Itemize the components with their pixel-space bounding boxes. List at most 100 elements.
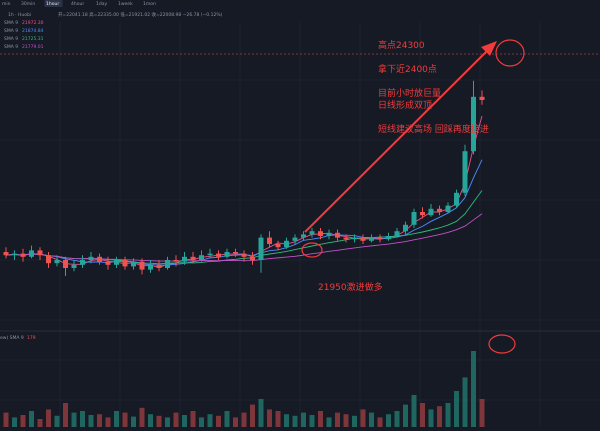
annotation-line3: 目前小时放巨量: [378, 87, 441, 99]
volume-bar: [233, 417, 238, 427]
volume-bar: [88, 415, 94, 427]
legend-label: SMA 9: [4, 20, 18, 26]
candle-body: [352, 237, 357, 240]
volume-bar: [394, 411, 400, 427]
candle-body: [360, 237, 366, 241]
candle-body: [437, 208, 442, 212]
candle-body: [411, 212, 417, 225]
volume-bar: [224, 411, 230, 427]
legend-value: 21725.31: [22, 36, 44, 42]
legend-label: SMA 9: [4, 44, 18, 50]
timeframe-1day[interactable]: 1day: [96, 1, 107, 7]
annotation-entry: 21950激进做多: [318, 281, 383, 293]
timeframe-30min[interactable]: 30min: [21, 1, 35, 7]
legend-value: 21874.84: [22, 28, 44, 34]
candle-body: [250, 256, 255, 260]
indicator-legend: SMA 9 21972.30 SMA 9 21874.84 SMA 9 21725.31 S…: [4, 20, 44, 50]
candle-body: [318, 231, 323, 236]
candle-body: [80, 260, 85, 265]
volume-bar: [275, 411, 281, 427]
candle-body: [428, 208, 434, 216]
volume-bar: [369, 412, 374, 427]
volume-bar: [12, 417, 17, 427]
trend-arrow-line: [304, 47, 491, 233]
candle-body: [3, 252, 9, 256]
trend-arrow-head: [481, 41, 497, 56]
volume-bar: [80, 411, 85, 427]
volume-bars: [3, 351, 485, 427]
volume-bar: [148, 414, 153, 427]
timeframe-1mon[interactable]: 1mon: [143, 1, 156, 7]
candle-body: [275, 244, 281, 248]
candle-body: [326, 232, 332, 236]
candle-body: [190, 256, 196, 260]
volume-bar: [479, 399, 485, 427]
candles: [3, 80, 485, 276]
volume-bar: [29, 411, 34, 427]
volume-bar: [3, 412, 9, 427]
candle-body: [335, 232, 340, 238]
candle-body: [445, 205, 451, 212]
volume-bar: [326, 417, 332, 427]
timeframe-min[interactable]: min: [2, 1, 11, 7]
volume-bar: [97, 414, 102, 427]
candle-body: [148, 264, 153, 270]
timeframe-1hour[interactable]: 1hour: [46, 1, 59, 7]
candle-body: [233, 252, 238, 254]
volume-bar: [335, 412, 340, 427]
candle-body: [173, 260, 179, 262]
candle-body: [267, 237, 272, 244]
timeframe-1week[interactable]: 1week: [118, 1, 133, 7]
ohlc-readout: 开=22041.18 高=22335.00 低=21921.02 收=22008…: [58, 11, 223, 18]
candle-body: [182, 256, 187, 262]
volume-bar: [156, 415, 162, 427]
candle-body: [199, 255, 204, 260]
candle-body: [479, 96, 485, 100]
annotation-high: 高点24300: [378, 39, 425, 51]
candle-body: [37, 250, 43, 256]
candle-body: [258, 237, 264, 260]
volume-bar: [105, 417, 111, 427]
candle-body: [224, 252, 230, 257]
volume-bar: [63, 403, 68, 427]
volume-bar: [241, 412, 247, 427]
high-circle: [495, 39, 525, 67]
volume-bar: [139, 407, 145, 427]
volume-bar: [462, 377, 468, 427]
volume-bar: [343, 414, 349, 427]
volume-bar: [199, 417, 204, 427]
candle-body: [284, 240, 289, 248]
candle-body: [46, 255, 51, 264]
volume-bar: [284, 414, 289, 427]
volume-bar: [445, 403, 451, 427]
candle-body: [165, 260, 170, 268]
candle-body: [462, 151, 468, 193]
candle-body: [131, 261, 136, 267]
volume-circle: [488, 334, 516, 354]
symbol-text: 1h · Huobi: [8, 12, 31, 18]
candle-body: [97, 256, 102, 262]
candle-body: [241, 253, 247, 257]
volume-bar: [360, 409, 366, 427]
volume-bar: [54, 415, 60, 427]
candle-body: [301, 234, 306, 238]
volume-bar: [309, 415, 315, 427]
candle-body: [114, 260, 119, 265]
candle-body: [12, 253, 17, 256]
volume-bar: [428, 409, 434, 427]
candle-body: [122, 260, 128, 267]
candle-body: [20, 253, 26, 257]
volume-bar: [267, 409, 272, 427]
timeframe-4hour[interactable]: 4hour: [71, 1, 84, 7]
volume-bar: [20, 415, 26, 427]
candle-body: [54, 260, 60, 264]
candle-body: [105, 261, 111, 265]
volume-bar: [37, 419, 43, 427]
volume-bar: [131, 416, 136, 427]
volume-legend-value: 179: [27, 335, 36, 341]
candle-body: [309, 231, 315, 235]
candle-body: [343, 237, 349, 240]
volume-bar: [216, 415, 221, 427]
volume-bar: [471, 351, 476, 427]
